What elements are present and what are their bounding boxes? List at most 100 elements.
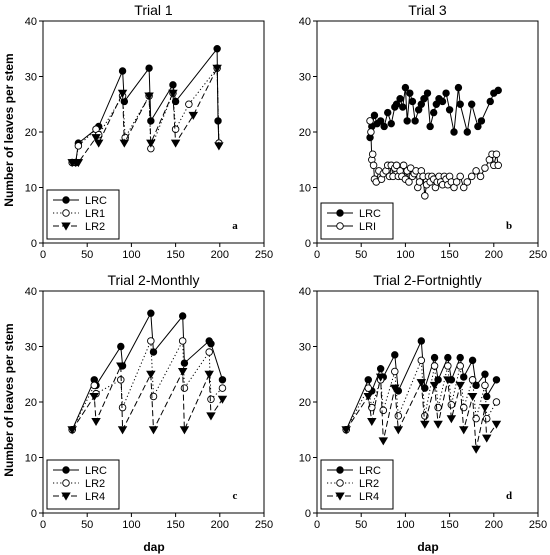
data-point — [492, 376, 501, 384]
legend-label: LR1 — [85, 208, 105, 220]
data-point — [452, 178, 461, 186]
data-point — [463, 128, 471, 136]
x-tick-label: 50 — [81, 519, 93, 531]
legend-marker — [62, 479, 70, 487]
data-point — [93, 139, 104, 148]
data-point — [145, 64, 153, 72]
data-point — [387, 119, 395, 128]
y-tick-label: 0 — [305, 238, 311, 250]
y-tick-label: 40 — [299, 16, 311, 28]
x-tick-label: 200 — [485, 249, 503, 261]
legend-label: LRC — [359, 465, 381, 477]
data-point — [416, 379, 427, 388]
legend-label: LRC — [85, 465, 107, 477]
legend-marker — [61, 222, 71, 231]
data-point — [147, 337, 155, 345]
data-point — [411, 117, 419, 125]
legend-label: LR2 — [85, 221, 105, 233]
data-point — [376, 365, 385, 373]
series-line — [71, 365, 223, 432]
data-point — [207, 395, 215, 403]
data-point — [212, 64, 222, 73]
data-point — [447, 401, 456, 409]
data-point — [399, 161, 408, 170]
data-point — [472, 381, 480, 390]
x-tick-label: 250 — [255, 519, 273, 531]
data-point — [442, 89, 450, 97]
data-point — [443, 376, 453, 385]
data-point — [364, 384, 373, 392]
data-point — [423, 89, 432, 97]
data-point — [482, 414, 491, 423]
series-line — [72, 47, 220, 163]
data-point — [420, 94, 428, 103]
data-point — [450, 128, 458, 136]
y-tick-label: 0 — [31, 508, 37, 520]
data-point — [456, 100, 464, 108]
panel-title: Trial 3 — [408, 2, 447, 18]
y-tick-label: 20 — [25, 127, 37, 139]
x-tick-label: 50 — [355, 249, 367, 261]
data-point — [430, 353, 439, 362]
series-lr1 — [68, 64, 223, 167]
data-point — [481, 370, 489, 378]
y-tick-label: 30 — [25, 72, 37, 84]
data-point — [218, 376, 227, 384]
data-point — [468, 100, 476, 108]
data-point — [394, 412, 403, 420]
data-point — [472, 414, 480, 423]
data-point — [444, 362, 452, 370]
legend-label: LR2 — [85, 478, 105, 490]
legend-label: LRI — [359, 221, 376, 233]
legend-label: LRC — [359, 208, 381, 220]
data-point — [456, 353, 464, 362]
data-point — [445, 106, 454, 114]
data-point — [118, 403, 127, 412]
data-point — [433, 420, 443, 429]
data-point — [446, 415, 457, 424]
x-tick-label: 0 — [314, 249, 320, 261]
data-point — [491, 420, 502, 429]
data-point — [367, 417, 377, 427]
data-point — [375, 373, 386, 382]
x-tick-label: 200 — [211, 519, 229, 531]
panel-letter: a — [232, 220, 238, 232]
panel-title: Trial 2-Fortnightly — [373, 272, 481, 288]
panels: Trial 10 50 100 150 200 250010203040LRCLR1LR2… — [25, 2, 547, 531]
data-point — [434, 403, 442, 412]
data-point — [438, 97, 447, 106]
data-point — [146, 139, 156, 148]
legend-marker — [336, 222, 344, 230]
data-point — [456, 362, 464, 370]
data-point — [472, 167, 480, 175]
data-point — [370, 111, 379, 120]
y-axis-label-top: Number of leaves per stem — [2, 53, 16, 206]
data-point — [369, 161, 378, 170]
data-point — [89, 392, 99, 402]
x-tick-label: 150 — [440, 519, 458, 531]
data-point — [476, 172, 485, 181]
panel-letter: b — [506, 220, 512, 232]
data-point — [401, 83, 410, 92]
data-point — [421, 384, 429, 392]
data-point — [467, 392, 478, 402]
data-point — [481, 164, 489, 172]
data-point — [217, 395, 228, 404]
data-point — [204, 370, 214, 379]
y-tick-label: 20 — [299, 127, 311, 139]
x-tick-label: 150 — [166, 249, 184, 261]
data-point — [459, 403, 468, 412]
data-point — [392, 161, 401, 170]
data-point — [170, 139, 181, 148]
data-point — [459, 426, 469, 435]
legend-box — [46, 189, 120, 240]
x-axis-label-right: dap — [417, 540, 438, 554]
data-point — [171, 97, 180, 106]
legend-label: LRC — [85, 195, 107, 207]
data-point — [91, 417, 101, 427]
data-point — [218, 384, 227, 392]
